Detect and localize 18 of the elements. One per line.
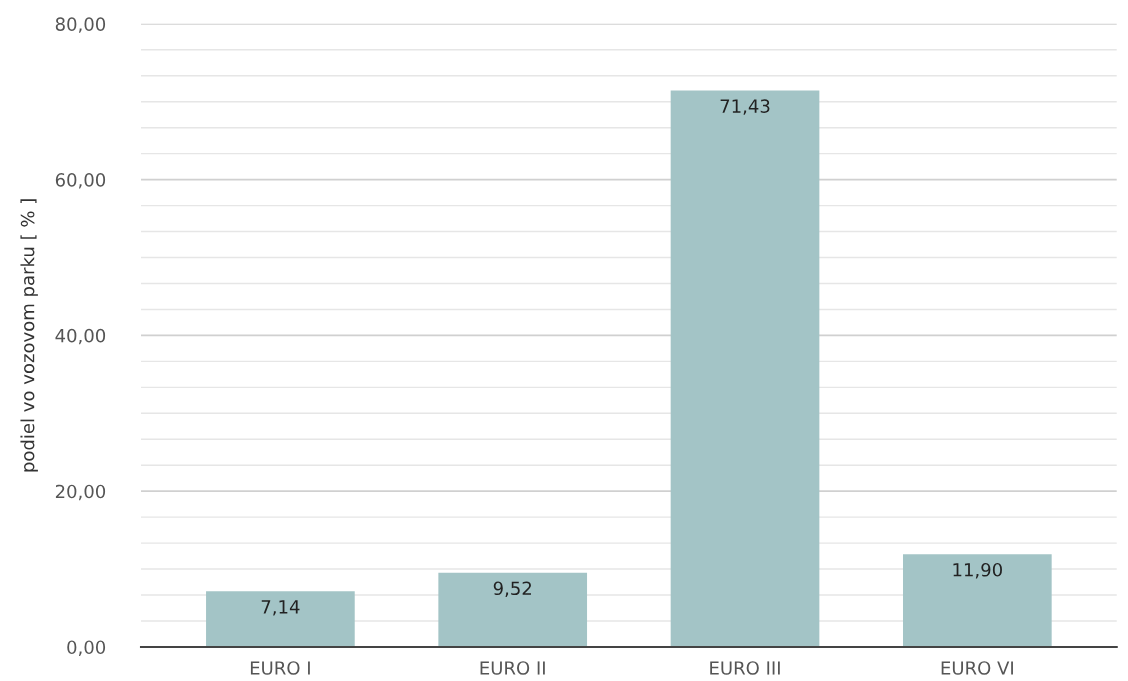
bar [206, 591, 355, 647]
bar [670, 90, 820, 647]
y-tick-label: 40,00 [55, 328, 106, 345]
y-axis-title: podiel vo vozovom parku [ % ] [20, 199, 38, 472]
data-label: 9,52 [493, 581, 531, 597]
bar [902, 554, 1052, 647]
bar [438, 572, 588, 647]
x-tick-label: EURO II [480, 661, 545, 675]
y-tick-label: 0,00 [67, 640, 106, 656]
x-tick-label: EURO III [710, 661, 780, 675]
y-tick-label: 80,00 [55, 17, 106, 33]
y-tick-label: 60,00 [55, 173, 106, 189]
y-tick-label: 20,00 [55, 484, 106, 501]
x-tick-label: EURO I [250, 661, 310, 675]
data-label: 11,90 [953, 562, 1002, 579]
data-label: 7,14 [261, 600, 300, 616]
x-tick-label: EURO VI [941, 661, 1013, 675]
data-label: 71,43 [720, 99, 770, 115]
